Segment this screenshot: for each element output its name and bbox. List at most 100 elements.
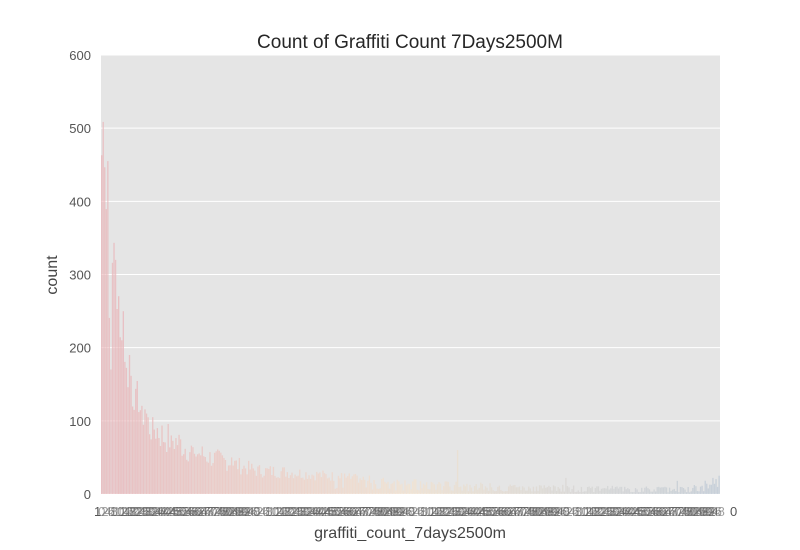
bar — [263, 475, 265, 494]
bar — [260, 474, 262, 494]
bar — [509, 484, 511, 494]
bar — [580, 486, 583, 494]
bar — [124, 361, 126, 494]
bar — [405, 485, 408, 494]
x-tick-label: 70 — [203, 504, 217, 519]
x-tick-label: 58 — [494, 504, 508, 519]
x-tick-label: 50 — [636, 504, 650, 519]
x-tick-label: 26 — [599, 504, 613, 519]
bar — [354, 473, 357, 494]
bar — [512, 485, 514, 494]
bar — [430, 481, 432, 494]
bar — [401, 483, 403, 494]
bar — [331, 472, 333, 494]
bar — [586, 487, 589, 494]
bar — [229, 465, 231, 494]
bar — [667, 492, 669, 494]
bar — [390, 483, 392, 494]
bar — [706, 483, 708, 494]
x-tick-label: 66 — [661, 504, 675, 519]
bar — [475, 484, 477, 494]
bar — [337, 475, 340, 494]
x-tick-label: 24 — [596, 504, 610, 519]
bar — [450, 490, 453, 494]
bar — [269, 466, 271, 494]
bar — [220, 452, 222, 494]
x-tick-label: 22 — [593, 504, 607, 519]
x-tick-label: 18 — [432, 504, 446, 519]
x-tick-label: 48 — [478, 504, 492, 519]
x-tick-label: 58 — [184, 504, 198, 519]
x-tick-label: 24 — [441, 504, 455, 519]
bar — [572, 485, 575, 494]
x-tick-label: 98 — [246, 504, 260, 519]
bar — [709, 484, 711, 494]
x-tick-label: 92 — [701, 504, 715, 519]
x-tick-label: 42 — [624, 504, 638, 519]
x-tick-label: 64 — [194, 504, 208, 519]
bar — [554, 486, 556, 494]
bar — [419, 481, 422, 494]
bar — [203, 456, 205, 494]
bar — [388, 488, 391, 494]
bar — [466, 483, 468, 494]
bar — [507, 486, 510, 494]
bar — [402, 490, 405, 494]
bar — [682, 488, 685, 494]
bar — [280, 471, 282, 494]
bar — [201, 446, 203, 494]
bar — [221, 455, 224, 494]
bar — [311, 474, 313, 494]
bar — [565, 477, 567, 494]
x-tick-label: 32 — [608, 504, 622, 519]
bar — [294, 474, 296, 494]
bar — [385, 483, 388, 494]
x-tick-label: 14 — [116, 504, 130, 519]
bar — [232, 465, 234, 494]
x-tick-label: 58 — [339, 504, 353, 519]
x-tick-label: 48 — [633, 504, 647, 519]
bar — [537, 490, 539, 494]
x-tick-label: 88 — [231, 504, 245, 519]
bar — [122, 311, 124, 494]
bar — [453, 485, 456, 494]
bar — [619, 486, 621, 494]
bar — [271, 475, 273, 494]
bar — [333, 480, 335, 494]
x-tick-label: 12 — [268, 504, 282, 519]
bar — [107, 161, 109, 494]
bar — [514, 484, 516, 494]
bar — [577, 490, 579, 494]
bar — [158, 438, 160, 494]
bar — [659, 487, 661, 494]
bar — [155, 438, 157, 494]
x-tick-label: 70 — [667, 504, 681, 519]
bar — [447, 481, 449, 494]
x-tick-label: 36 — [150, 504, 164, 519]
bar — [613, 488, 615, 494]
bar — [255, 475, 258, 494]
bar — [515, 487, 518, 494]
bar — [360, 480, 363, 494]
x-tick-label: 82 — [686, 504, 700, 519]
bar — [568, 487, 570, 494]
bar — [303, 479, 306, 494]
bar — [217, 449, 219, 494]
bar — [261, 477, 264, 494]
bar — [130, 375, 132, 494]
bar — [234, 460, 236, 494]
bar — [645, 486, 648, 494]
bar — [309, 478, 312, 494]
bar — [551, 490, 553, 494]
bar — [477, 489, 479, 494]
bar — [113, 242, 115, 494]
bar — [398, 481, 400, 494]
x-tick-label: 90 — [389, 504, 403, 519]
x-tick-label: 2 — [101, 504, 108, 519]
bar — [452, 490, 454, 494]
x-tick-label: 38 — [153, 504, 167, 519]
bar — [128, 354, 131, 494]
bar — [696, 491, 699, 494]
bar — [498, 485, 501, 494]
bar — [631, 492, 634, 494]
